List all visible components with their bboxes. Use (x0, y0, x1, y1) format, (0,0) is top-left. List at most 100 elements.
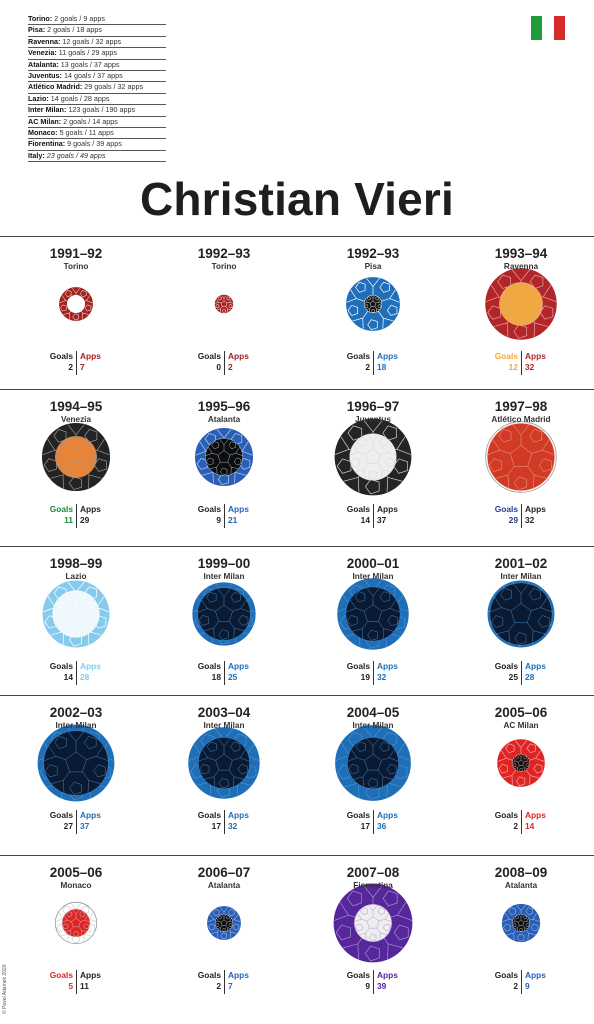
goals-ball (487, 423, 555, 491)
goals-ball-pattern (61, 909, 91, 937)
apps-value: 11 (80, 981, 89, 991)
season-cell: 2001–02 Inter Milan Goals Apps 25 28 (447, 547, 594, 705)
season-stats: Goals Apps 5 11 (2, 970, 150, 994)
goals-label: Goals (49, 970, 73, 980)
club-label: Atalanta (504, 881, 538, 890)
season-cell: 1999–00 Inter Milan Goals Apps 18 25 (150, 547, 298, 705)
season-stats: Goals Apps 2 7 (150, 970, 298, 994)
row-separator (0, 236, 594, 237)
season-label: 2001–02 (494, 556, 548, 571)
club-label: Monaco (60, 881, 92, 890)
season-cell: 2000–01 Inter Milan Goals Apps 19 32 (299, 547, 447, 705)
goals-value: 25 (508, 672, 518, 682)
summary-row: Lazio: 14 goals / 28 apps (28, 93, 166, 106)
goals-ball-pattern (205, 438, 243, 476)
apps-value: 32 (525, 515, 535, 525)
apps-label: Apps (377, 661, 398, 671)
stats-divider (520, 661, 522, 685)
apps-label: Apps (377, 970, 398, 980)
season-ball (37, 724, 115, 802)
summary-club: Lazio: (28, 93, 49, 103)
season-label: 1997–98 (494, 399, 548, 414)
stats-divider (372, 661, 374, 685)
apps-value: 25 (228, 672, 238, 682)
season-label: 1998–99 (49, 556, 103, 571)
goals-ball-pattern (489, 583, 553, 645)
stats-divider (75, 351, 77, 375)
summary-club: Juventus: (28, 70, 62, 80)
season-label: 2003–04 (197, 705, 251, 720)
season-stats: Goals Apps 25 28 (447, 661, 594, 685)
goals-label: Goals (346, 661, 370, 671)
stats-divider (223, 351, 225, 375)
apps-value: 32 (228, 821, 238, 831)
season-label: 1992–93 (346, 246, 400, 261)
goals-label: Goals (197, 970, 221, 980)
apps-label: Apps (525, 970, 546, 980)
goals-ball-pattern (345, 587, 401, 641)
goals-value: 12 (508, 362, 518, 372)
apps-value: 2 (228, 362, 233, 372)
goals-ball-pattern (347, 737, 399, 789)
row-separator (0, 855, 594, 856)
apps-label: Apps (525, 661, 546, 671)
stats-divider (75, 810, 77, 834)
season-cell: 1998–99 Lazio Goals Apps 14 28 (2, 547, 150, 705)
row-separator (0, 389, 594, 390)
goals-ball (52, 590, 100, 638)
summary-stats: 123 goals / 190 apps (66, 105, 136, 115)
goals-ball-pattern (354, 904, 392, 942)
goals-label: Goals (494, 970, 518, 980)
season-stats: Goals Apps 2 7 (2, 351, 150, 375)
ball-pattern (215, 295, 233, 313)
season-ball (333, 883, 413, 963)
goals-ball-pattern (215, 914, 233, 932)
summary-row: Venezia: 11 goals / 29 apps (28, 48, 166, 60)
goals-label: Goals (346, 351, 370, 361)
club-label: Inter Milan (203, 572, 245, 581)
season-cell: 1992–93 Pisa Goals Apps 2 18 (299, 237, 447, 395)
goals-ball-pattern (43, 731, 109, 795)
season-label: 2000–01 (346, 556, 400, 571)
club-label: Juventus (355, 415, 391, 424)
season-ball (207, 906, 241, 940)
summary-club: Inter Milan: (28, 105, 67, 115)
stats-divider (223, 504, 225, 528)
season-cell: 2006–07 Atalanta Goals Apps 2 7 (150, 856, 298, 1014)
apps-label: Apps (377, 504, 398, 514)
goals-value: 2 (513, 981, 518, 991)
summary-row: Monaco: 5 goals / 11 apps (28, 128, 166, 140)
club-label: Inter Milan (500, 572, 542, 581)
goals-label: Goals (49, 661, 73, 671)
goals-ball (354, 904, 392, 942)
season-stats: Goals Apps 2 18 (299, 351, 447, 375)
stats-divider (75, 504, 77, 528)
stats-divider (372, 970, 374, 994)
goals-value: 0 (216, 362, 221, 372)
season-stats: Goals Apps 9 21 (150, 504, 298, 528)
summary-club: Fiorentina: (28, 139, 66, 149)
club-label: Atalanta (207, 415, 241, 424)
apps-label: Apps (377, 810, 398, 820)
goals-ball-pattern (349, 434, 397, 480)
season-label: 2005–06 (494, 705, 548, 720)
season-stats: Goals Apps 11 29 (2, 504, 150, 528)
goals-ball (499, 282, 543, 326)
apps-value: 9 (525, 981, 530, 991)
goals-ball-pattern (512, 754, 530, 772)
apps-value: 37 (377, 515, 387, 525)
goals-value: 5 (68, 981, 73, 991)
goals-value: 17 (211, 821, 221, 831)
season-ball (501, 903, 541, 943)
club-label: Ravenna (503, 262, 539, 271)
goals-ball (489, 582, 553, 646)
row-separator (0, 546, 594, 547)
summary-stats: 29 goals / 32 apps (82, 82, 144, 92)
goals-ball-pattern (55, 436, 97, 478)
goals-ball (347, 737, 399, 789)
apps-value: 18 (377, 362, 387, 372)
goals-ball-pattern (198, 737, 250, 789)
apps-label: Apps (80, 970, 101, 980)
season-cell: 2004–05 Inter Milan Goals Apps 17 36 (299, 696, 447, 854)
season-label: 1992–93 (197, 246, 251, 261)
